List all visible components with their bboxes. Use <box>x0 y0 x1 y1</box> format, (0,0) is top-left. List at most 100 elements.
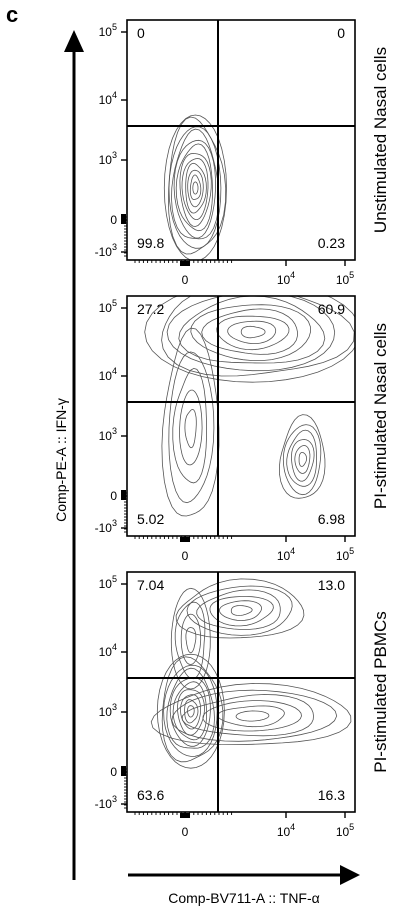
plot-frame <box>126 19 356 261</box>
contour-level <box>196 589 281 630</box>
svg-text:0: 0 <box>110 213 117 227</box>
contour-level <box>179 152 212 227</box>
svg-text:103: 103 <box>99 426 117 443</box>
y-tick-label: -103 <box>95 242 117 259</box>
quadrant-top-right-value: 60.9 <box>318 301 345 317</box>
contour-level <box>189 174 202 200</box>
svg-text:104: 104 <box>99 90 117 107</box>
contour-level <box>294 445 311 474</box>
x-tick-label: 105 <box>336 270 354 287</box>
svg-text:104: 104 <box>277 546 295 563</box>
quadrant-top-right-value: 13.0 <box>318 577 345 593</box>
contour-level <box>156 653 225 769</box>
contour-level <box>291 439 315 482</box>
contour-level <box>286 429 318 487</box>
svg-text:105: 105 <box>336 546 354 563</box>
svg-text:105: 105 <box>99 298 117 315</box>
contour-level <box>175 578 305 639</box>
y-tick-label: 105 <box>99 22 117 39</box>
contour-level <box>175 143 213 232</box>
svg-text:104: 104 <box>99 366 117 383</box>
contour-level <box>202 700 302 732</box>
contour-level <box>179 389 203 466</box>
contour-level <box>181 158 209 220</box>
contour-panel-1: 0 0 99.8 0.23 -103 0 103 104 105 0 104 105 Unstimula… <box>95 19 390 287</box>
svg-text:-103: -103 <box>95 518 117 535</box>
x-tick-label: 0 <box>182 825 189 839</box>
contour-level <box>218 600 263 621</box>
contour-level <box>185 162 207 214</box>
svg-text:0: 0 <box>110 765 117 779</box>
contour-level <box>190 304 311 361</box>
contour-level <box>240 325 266 339</box>
y-tick-label: 103 <box>99 150 117 167</box>
y-tick-label: 105 <box>99 298 117 315</box>
contour-level <box>201 308 298 355</box>
contour-level <box>161 656 224 763</box>
svg-text:103: 103 <box>99 702 117 719</box>
y-tick-label: -103 <box>95 794 117 811</box>
contour-level <box>161 327 220 517</box>
y-tick-label: 103 <box>99 426 117 443</box>
contour-level <box>192 181 199 195</box>
contour-level <box>169 677 211 747</box>
contour-level <box>227 320 277 344</box>
contour-level <box>166 296 336 372</box>
contour-lines <box>163 114 227 260</box>
contour-level <box>180 694 201 730</box>
panel-letter: c <box>6 2 18 27</box>
svg-text:0: 0 <box>182 825 189 839</box>
svg-text:0: 0 <box>182 549 189 563</box>
contour-level <box>171 128 220 240</box>
contour-level <box>278 414 326 499</box>
svg-text:0: 0 <box>110 489 117 503</box>
contour-panels: 0 0 99.8 0.23 -103 0 103 104 105 0 104 105 Unstimula… <box>95 19 390 839</box>
y-tick-label: 0 <box>110 489 117 503</box>
contour-level <box>163 114 227 260</box>
x-axis-arrow <box>128 865 360 885</box>
x-zero-block <box>180 537 190 542</box>
x-axis-title: Comp-BV711-A :: TNF-α <box>168 890 320 906</box>
contour-level <box>282 424 322 496</box>
contour-lines <box>150 578 352 769</box>
contour-level <box>187 705 195 718</box>
plot-frame <box>126 571 356 813</box>
svg-text:-103: -103 <box>95 242 117 259</box>
contour-level <box>171 689 338 742</box>
contour-panel-2: 27.2 60.9 5.02 6.98 -103 0 103 104 105 0 104 105 PI-… <box>95 295 390 563</box>
contour-level <box>170 587 211 690</box>
svg-text:105: 105 <box>99 574 117 591</box>
y-tick-label: 0 <box>110 765 117 779</box>
contour-level <box>180 613 202 665</box>
y-zero-block <box>121 490 126 500</box>
contour-level <box>235 710 270 722</box>
quadrant-bottom-right-value: 6.98 <box>318 511 345 527</box>
y-tick-label: 104 <box>99 366 117 383</box>
svg-text:-103: -103 <box>95 794 117 811</box>
contour-level <box>168 351 215 504</box>
quadrant-top-left-value: 27.2 <box>137 301 164 317</box>
contour-level <box>150 683 352 746</box>
contour-lines <box>144 296 355 517</box>
y-axis-title: Comp-PE-A :: IFN-γ <box>53 398 69 522</box>
contour-level <box>177 689 205 736</box>
quadrant-bottom-right-value: 0.23 <box>318 235 345 251</box>
x-tick-label: 0 <box>182 273 189 287</box>
quadrant-top-left-value: 0 <box>137 25 145 41</box>
contour-level <box>163 664 218 757</box>
contour-level <box>185 627 197 654</box>
contour-level <box>144 296 355 383</box>
contour-level <box>230 605 253 616</box>
quadrant-bottom-left-value: 99.8 <box>137 235 164 251</box>
x-tick-label: 104 <box>277 270 295 287</box>
contour-level <box>166 667 215 749</box>
svg-text:105: 105 <box>336 822 354 839</box>
y-tick-label: 0 <box>110 213 117 227</box>
quadrant-top-right-value: 0 <box>337 25 345 41</box>
quadrant-bottom-left-value: 5.02 <box>137 511 164 527</box>
contour-level <box>181 694 314 737</box>
x-zero-block <box>180 813 190 818</box>
quadrant-bottom-left-value: 63.6 <box>137 787 164 803</box>
panel-title: PI-stimulated Nasal cells <box>371 323 390 509</box>
contour-level <box>217 705 285 728</box>
